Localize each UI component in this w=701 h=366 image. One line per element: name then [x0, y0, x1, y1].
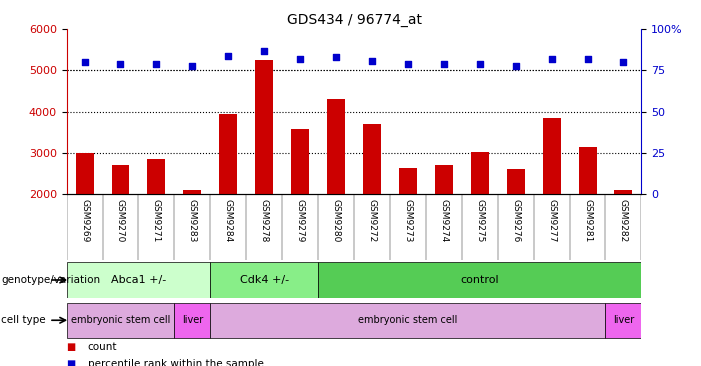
Text: Abca1 +/-: Abca1 +/- [111, 275, 166, 285]
Text: GSM9272: GSM9272 [367, 199, 376, 243]
Text: GSM9273: GSM9273 [403, 199, 412, 243]
Point [115, 61, 126, 67]
Point [223, 53, 234, 59]
Bar [147, 159, 165, 194]
Text: GSM9276: GSM9276 [511, 199, 520, 243]
Bar [507, 169, 524, 194]
Text: GSM9283: GSM9283 [188, 199, 197, 243]
Bar [210, 303, 606, 338]
Point [546, 56, 557, 62]
Text: GSM9280: GSM9280 [332, 199, 341, 243]
Text: liver: liver [613, 315, 634, 325]
Bar [363, 124, 381, 194]
Point [151, 61, 162, 67]
Text: embryonic stem cell: embryonic stem cell [358, 315, 458, 325]
Bar [184, 190, 201, 194]
Text: count: count [88, 342, 117, 352]
Text: ■: ■ [67, 342, 76, 352]
Title: GDS434 / 96774_at: GDS434 / 96774_at [287, 13, 421, 27]
Text: ■: ■ [67, 359, 76, 366]
Text: GSM9277: GSM9277 [547, 199, 556, 243]
Bar [327, 99, 345, 194]
Text: liver: liver [182, 315, 203, 325]
Bar [399, 168, 417, 194]
Bar [76, 153, 93, 194]
Text: GSM9275: GSM9275 [475, 199, 484, 243]
Text: GSM9274: GSM9274 [440, 199, 449, 243]
Point [294, 56, 306, 62]
Text: embryonic stem cell: embryonic stem cell [71, 315, 170, 325]
Bar [219, 114, 237, 194]
Bar [318, 262, 641, 298]
Text: GSM9282: GSM9282 [619, 199, 628, 243]
Text: GSM9284: GSM9284 [224, 199, 233, 243]
Point [438, 61, 449, 67]
Point [402, 61, 414, 67]
Bar [471, 152, 489, 194]
Text: GSM9279: GSM9279 [296, 199, 305, 243]
Bar [255, 60, 273, 194]
Bar [67, 262, 210, 298]
Bar [175, 303, 210, 338]
Point [474, 61, 485, 67]
Point [510, 63, 522, 68]
Point [330, 54, 341, 60]
Bar [67, 303, 175, 338]
Point [367, 57, 378, 64]
Text: control: control [461, 275, 499, 285]
Text: GSM9271: GSM9271 [152, 199, 161, 243]
Point [582, 56, 593, 62]
Text: genotype/variation: genotype/variation [1, 275, 100, 285]
Bar [615, 190, 632, 194]
Text: GSM9269: GSM9269 [80, 199, 89, 243]
Bar [435, 165, 453, 194]
Text: GSM9278: GSM9278 [259, 199, 268, 243]
Point [186, 63, 198, 68]
Point [618, 59, 629, 65]
Text: GSM9270: GSM9270 [116, 199, 125, 243]
Bar [543, 118, 561, 194]
Point [259, 48, 270, 53]
Text: cell type: cell type [1, 315, 46, 325]
Bar [578, 147, 597, 194]
Point [79, 59, 90, 65]
Text: percentile rank within the sample: percentile rank within the sample [88, 359, 264, 366]
Text: GSM9281: GSM9281 [583, 199, 592, 243]
Bar [291, 129, 309, 194]
Bar [606, 303, 641, 338]
Text: Cdk4 +/-: Cdk4 +/- [240, 275, 289, 285]
Bar [210, 262, 318, 298]
Bar [111, 165, 130, 194]
